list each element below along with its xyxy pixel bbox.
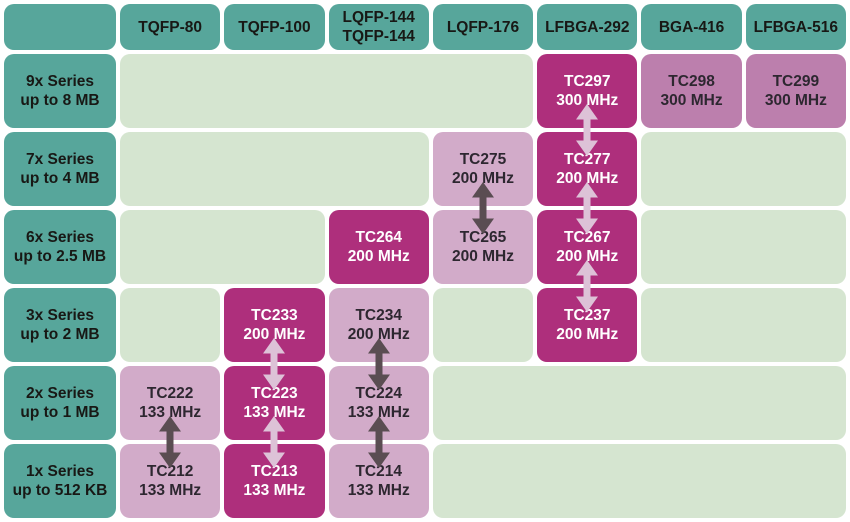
product-frequency: 200 MHz — [243, 326, 306, 343]
empty-cell — [432, 288, 534, 362]
empty-cell — [641, 210, 846, 284]
series-memory: up to 4 MB — [20, 170, 100, 187]
product-name: TC299 — [772, 73, 820, 90]
empty-cell — [432, 366, 846, 440]
column-header-tqfp-80: TQFP-80 — [120, 4, 221, 50]
column-header-bga-416: BGA-416 — [641, 4, 742, 50]
product-name: TC275 — [459, 151, 507, 168]
column-header-lqfp-144: LQFP-144 TQFP-144 — [328, 4, 429, 50]
product-frequency: 200 MHz — [451, 170, 514, 187]
product-frequency: 133 MHz — [243, 404, 306, 421]
product-name: TC214 — [355, 463, 402, 480]
row-label-9x-series: 9x Series up to 8 MB — [4, 54, 116, 128]
row-label-2x-series: 2x Series up to 1 MB — [4, 366, 116, 440]
migration-arrow-tc223-tc213-icon — [263, 416, 285, 468]
product-cell-tc275: TC275 200 MHz — [432, 132, 534, 206]
product-name: TC223 — [251, 385, 298, 402]
product-frequency: 200 MHz — [556, 248, 619, 265]
product-cell-tc298: TC298 300 MHz — [641, 54, 742, 128]
series-memory: up to 2.5 MB — [13, 248, 107, 265]
empty-cell — [120, 54, 534, 128]
empty-cell — [120, 132, 429, 206]
product-frequency: 300 MHz — [660, 92, 723, 109]
series-memory: up to 1 MB — [20, 404, 100, 421]
column-header-lfbga-292: LFBGA-292 — [537, 4, 638, 50]
product-name: TC222 — [146, 385, 194, 402]
product-name: TC298 — [668, 73, 715, 90]
product-frequency: 133 MHz — [139, 404, 202, 421]
empty-cell — [641, 288, 846, 362]
empty-cell — [120, 210, 325, 284]
product-name: TC237 — [564, 307, 611, 324]
column-header-label: BGA-416 — [658, 18, 725, 36]
product-frequency: 200 MHz — [347, 326, 410, 343]
product-name: TC234 — [355, 307, 402, 324]
series-name: 7x Series — [25, 151, 95, 168]
migration-arrow-tc277-tc267-icon — [576, 182, 598, 234]
product-frequency: 133 MHz — [243, 482, 306, 499]
product-name: TC233 — [251, 307, 298, 324]
product-name: TC277 — [564, 151, 611, 168]
empty-cell — [432, 444, 846, 518]
product-cell-tc264: TC264 200 MHz — [328, 210, 429, 284]
series-name: 6x Series — [25, 229, 95, 246]
empty-cell — [641, 132, 846, 206]
series-memory: up to 512 KB — [12, 482, 108, 499]
migration-arrow-tc222-tc212-icon — [159, 416, 181, 468]
column-header-label: TQFP-80 — [138, 18, 202, 36]
column-header-label: LFBGA-292 — [545, 18, 630, 36]
series-name: 9x Series — [25, 73, 95, 90]
migration-arrow-tc297-tc277-icon — [576, 104, 598, 156]
product-frequency: 133 MHz — [347, 404, 410, 421]
product-frequency: 300 MHz — [764, 92, 827, 109]
column-header-label: LFBGA-516 — [753, 18, 839, 36]
product-name: TC224 — [355, 385, 402, 402]
product-frequency: 133 MHz — [347, 482, 410, 499]
product-frequency: 200 MHz — [347, 248, 410, 265]
series-name: 2x Series — [25, 385, 95, 402]
row-label-6x-series: 6x Series up to 2.5 MB — [4, 210, 116, 284]
series-memory: up to 8 MB — [20, 92, 100, 109]
migration-arrow-tc233-tc223-icon — [263, 338, 285, 390]
product-frequency: 200 MHz — [556, 326, 619, 343]
series-name: 1x Series — [25, 463, 95, 480]
product-name: TC213 — [251, 463, 298, 480]
row-label-1x-series: 1x Series up to 512 KB — [4, 444, 116, 518]
product-name: TC264 — [355, 229, 402, 246]
column-header-lqfp-176: LQFP-176 — [432, 4, 534, 50]
product-frequency: 200 MHz — [556, 170, 619, 187]
product-name: TC265 — [459, 229, 507, 246]
product-frequency: 133 MHz — [139, 482, 202, 499]
series-memory: up to 2 MB — [20, 326, 100, 343]
product-frequency: 300 MHz — [556, 92, 619, 109]
product-name: TC297 — [564, 73, 611, 90]
migration-arrow-tc267-tc237-icon — [576, 260, 598, 312]
migration-arrow-tc275-tc265-icon — [472, 182, 494, 234]
migration-arrow-tc224-tc214-icon — [368, 416, 390, 468]
product-cell-tc299: TC299 300 MHz — [745, 54, 846, 128]
column-header-tqfp-100: TQFP-100 — [224, 4, 325, 50]
corner-cell — [4, 4, 116, 50]
series-name: 3x Series — [25, 307, 95, 324]
row-label-3x-series: 3x Series up to 2 MB — [4, 288, 116, 362]
column-header-label: LQFP-144 — [342, 9, 415, 26]
column-header-label: TQFP-100 — [238, 18, 311, 36]
product-name: TC267 — [564, 229, 611, 246]
migration-arrow-tc234-tc224-icon — [368, 338, 390, 390]
product-name: TC212 — [146, 463, 194, 480]
empty-cell — [120, 288, 221, 362]
column-header-label: LQFP-176 — [446, 18, 520, 36]
product-frequency: 200 MHz — [451, 248, 514, 265]
column-header-lfbga-516: LFBGA-516 — [745, 4, 846, 50]
column-header-label-2: TQFP-144 — [342, 28, 415, 45]
row-label-7x-series: 7x Series up to 4 MB — [4, 132, 116, 206]
